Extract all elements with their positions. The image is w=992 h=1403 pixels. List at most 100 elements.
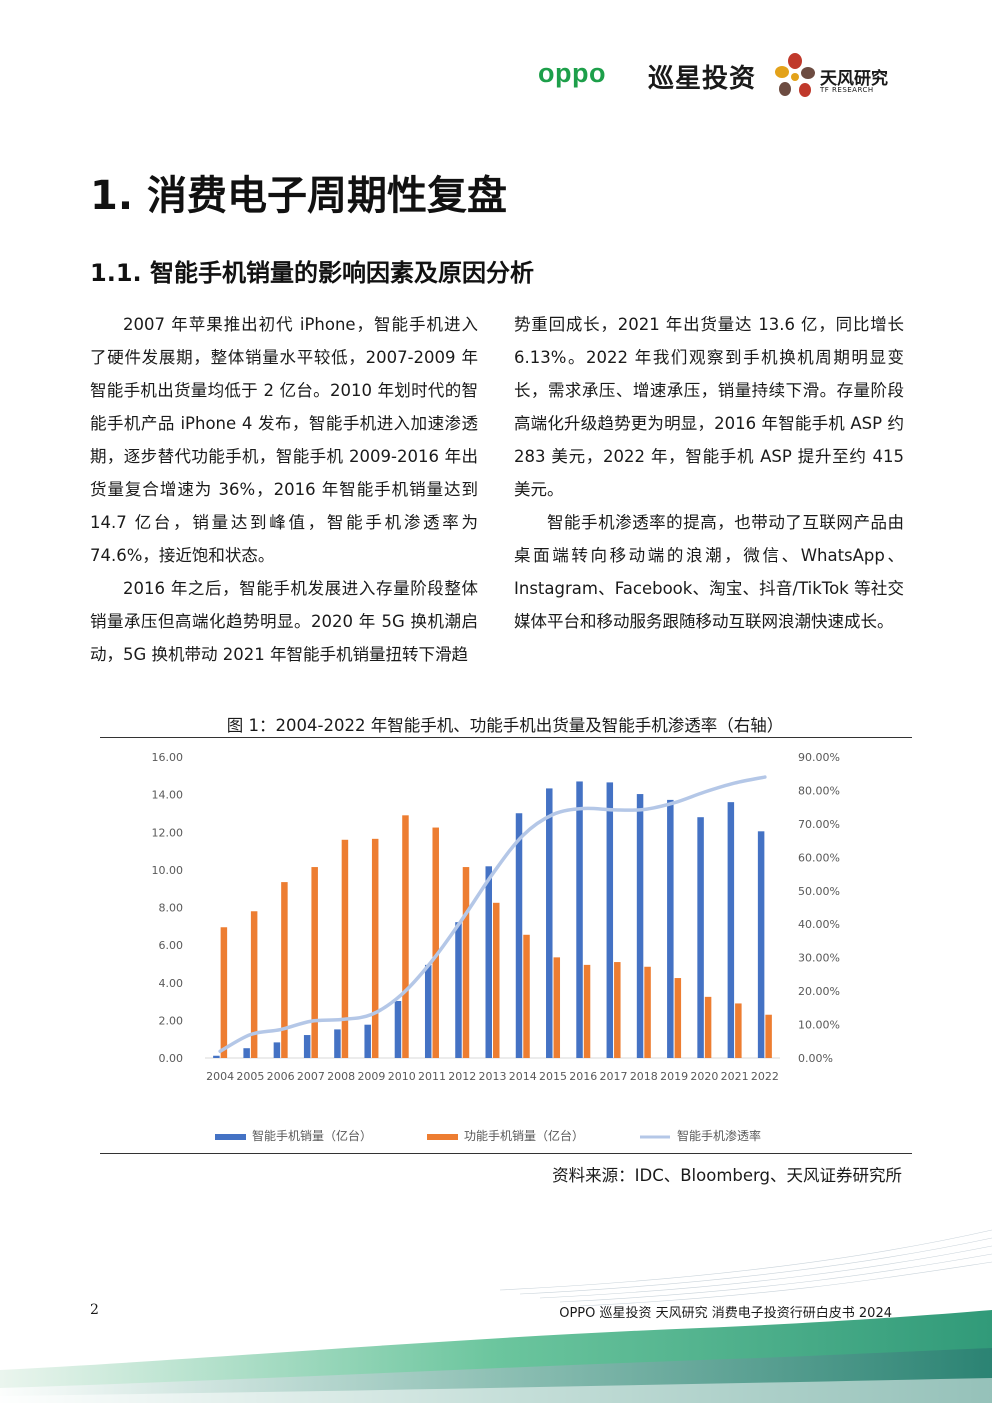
tianfeng-flower-icon [775, 53, 815, 97]
right-axis-tick-label: 0.00% [798, 1052, 833, 1065]
x-axis-tick-label: 2017 [600, 1070, 628, 1083]
featurephone-bar [493, 902, 500, 1058]
x-axis-tick-label: 2018 [630, 1070, 658, 1083]
featurephone-bar [553, 957, 561, 1058]
x-axis-tick-label: 2005 [236, 1070, 264, 1083]
x-axis-tick-label: 2012 [448, 1070, 476, 1083]
featurephone-bar [674, 978, 682, 1058]
x-axis-tick-label: 2007 [297, 1070, 325, 1083]
x-axis-labels: 2004 2005 2006 2007 2008 2009 2010 2011 2012 2013… [206, 1070, 779, 1083]
x-axis-tick-label: 2011 [418, 1070, 446, 1083]
body-paragraph-2-end: 势重回成长，2021 年出货量达 13.6 亿，同比增长 6.13%。2022 … [514, 315, 904, 499]
featurephone-bar [311, 867, 318, 1058]
x-axis-tick-label: 2019 [660, 1070, 688, 1083]
figure-title: 图 1：2004-2022 年智能手机、功能手机出货量及智能手机渗透率（右轴） [226, 716, 784, 735]
x-axis-tick-label: 2010 [388, 1070, 416, 1083]
smartphone-bar [636, 794, 644, 1058]
tianfeng-logo-subtext: TF RESEARCH [820, 86, 874, 94]
smartphone-bar [455, 922, 462, 1058]
smartphone-bar [606, 782, 614, 1058]
right-axis-tick-label: 20.00% [798, 985, 840, 998]
smartphone-bar [334, 1029, 341, 1058]
smartphone-bar [303, 1035, 311, 1058]
body-paragraph-2-start: 2016 年之后，智能手机发展进入存量阶段整体销量承压但高端化趋势明显。2020… [90, 579, 478, 664]
left-axis-tick-label: 0.00 [159, 1052, 184, 1065]
chart-legend: 智能手机销量（亿台） 功能手机销量（亿台） 智能手机渗透率 [215, 1128, 761, 1143]
x-axis-tick-label: 2014 [509, 1070, 537, 1083]
page-number: 2 [90, 1302, 99, 1318]
smartphone-bar [576, 781, 583, 1058]
xunxing-logo: 巡星投资 [648, 64, 757, 94]
featurephone-bar [735, 1003, 742, 1058]
legend-label-featurephone: 功能手机销量（亿台） [464, 1128, 584, 1143]
featurephone-bar [614, 962, 621, 1058]
featurephone-bar [402, 815, 409, 1058]
body-column-right: 势重回成长，2021 年出货量达 13.6 亿，同比增长 6.13%。2022 … [514, 308, 904, 638]
oppo-logo: oppo [538, 58, 606, 88]
left-axis-tick-label: 4.00 [159, 977, 184, 990]
subsection-title: 1.1. 智能手机销量的影响因素及原因分析 [90, 259, 534, 287]
x-axis-tick-label: 2020 [690, 1070, 718, 1083]
x-axis-tick-label: 2021 [721, 1070, 749, 1083]
x-axis-tick-label: 2004 [206, 1070, 234, 1083]
featurephone-bar [371, 838, 379, 1058]
featurephone-bar [462, 867, 470, 1058]
featurephone-bar [583, 964, 591, 1058]
body-column-left: 2007 年苹果推出初代 iPhone，智能手机进入了硬件发展期，整体销量水平较… [90, 308, 478, 671]
right-axis-tick-label: 40.00% [798, 918, 840, 931]
featurephone-bar [250, 911, 258, 1058]
smartphone-bar [243, 1048, 250, 1058]
right-axis-tick-label: 60.00% [798, 851, 840, 864]
x-axis-tick-label: 2022 [751, 1070, 779, 1083]
smartphone-bar [546, 788, 553, 1058]
featurephone-bar [432, 827, 439, 1058]
x-axis-tick-label: 2008 [327, 1070, 355, 1083]
footer-text: OPPO 巡星投资 天风研究 消费电子投资行研白皮书 2024 [559, 1306, 892, 1321]
smartphone-bar [424, 964, 432, 1058]
smartphone-bar [697, 817, 704, 1058]
smartphone-bar [727, 802, 735, 1058]
header-logos: oppo 巡星投资 天风研究 TF RESEARCH [538, 52, 898, 102]
smartphone-bar [515, 813, 523, 1058]
smartphone-bar [394, 1000, 402, 1058]
tianfeng-logo-text: 天风研究 [820, 69, 888, 89]
legend-swatch-smartphone [215, 1134, 246, 1140]
legend-label-smartphone: 智能手机销量（亿台） [252, 1128, 372, 1143]
body-paragraph-1: 2007 年苹果推出初代 iPhone，智能手机进入了硬件发展期，整体销量水平较… [90, 315, 478, 565]
body-paragraph-3: 智能手机渗透率的提高，也带动了互联网产品由桌面端转向移动端的浪潮，微信、What… [514, 513, 904, 631]
left-axis-tick-label: 14.00 [152, 789, 184, 802]
legend-swatch-featurephone [427, 1134, 458, 1140]
left-axis-tick-label: 8.00 [159, 902, 184, 915]
left-axis-tick-label: 16.00 [152, 751, 184, 764]
smartphone-bar [364, 1024, 371, 1058]
featurephone-bar [220, 927, 228, 1058]
smartphone-bar [273, 1042, 281, 1058]
figure-bottom-rule [100, 1153, 912, 1154]
featurephone-bar [341, 839, 349, 1058]
smartphone-bar [213, 1055, 220, 1058]
x-axis-tick-label: 2009 [357, 1070, 385, 1083]
featurephone-bar [704, 996, 712, 1058]
left-axis-tick-label: 12.00 [152, 826, 184, 839]
right-axis-tick-label: 10.00% [798, 1019, 840, 1032]
x-axis-tick-label: 2016 [569, 1070, 597, 1083]
right-axis-tick-label: 80.00% [798, 784, 840, 797]
figure-source: 资料来源：IDC、Bloomberg、天风证券研究所 [552, 1166, 902, 1185]
penetration-line [218, 775, 767, 1054]
shipments-chart: 0.00 2.00 4.00 6.00 8.00 10.00 12.00 14.00 16.00… [152, 751, 840, 1143]
x-axis-tick-label: 2006 [267, 1070, 295, 1083]
right-axis-tick-label: 30.00% [798, 952, 840, 965]
section-title: 1. 消费电子周期性复盘 [90, 173, 507, 219]
left-axis-tick-label: 2.00 [159, 1014, 184, 1027]
x-axis-tick-label: 2015 [539, 1070, 567, 1083]
left-axis-tick-label: 6.00 [159, 939, 184, 952]
right-axis-tick-label: 70.00% [798, 818, 840, 831]
left-axis-ticks: 0.00 2.00 4.00 6.00 8.00 10.00 12.00 14.00 16.00 [152, 751, 184, 1065]
left-axis-tick-label: 10.00 [152, 864, 184, 877]
bars [213, 781, 772, 1058]
featurephone-bar [765, 1014, 772, 1058]
right-axis-tick-label: 50.00% [798, 885, 840, 898]
figure-top-rule [100, 737, 912, 738]
right-axis-ticks: 0.00% 10.00% 20.00% 30.00% 40.00% 50.00% 60.00… [798, 751, 840, 1065]
x-axis-tick-label: 2013 [479, 1070, 507, 1083]
